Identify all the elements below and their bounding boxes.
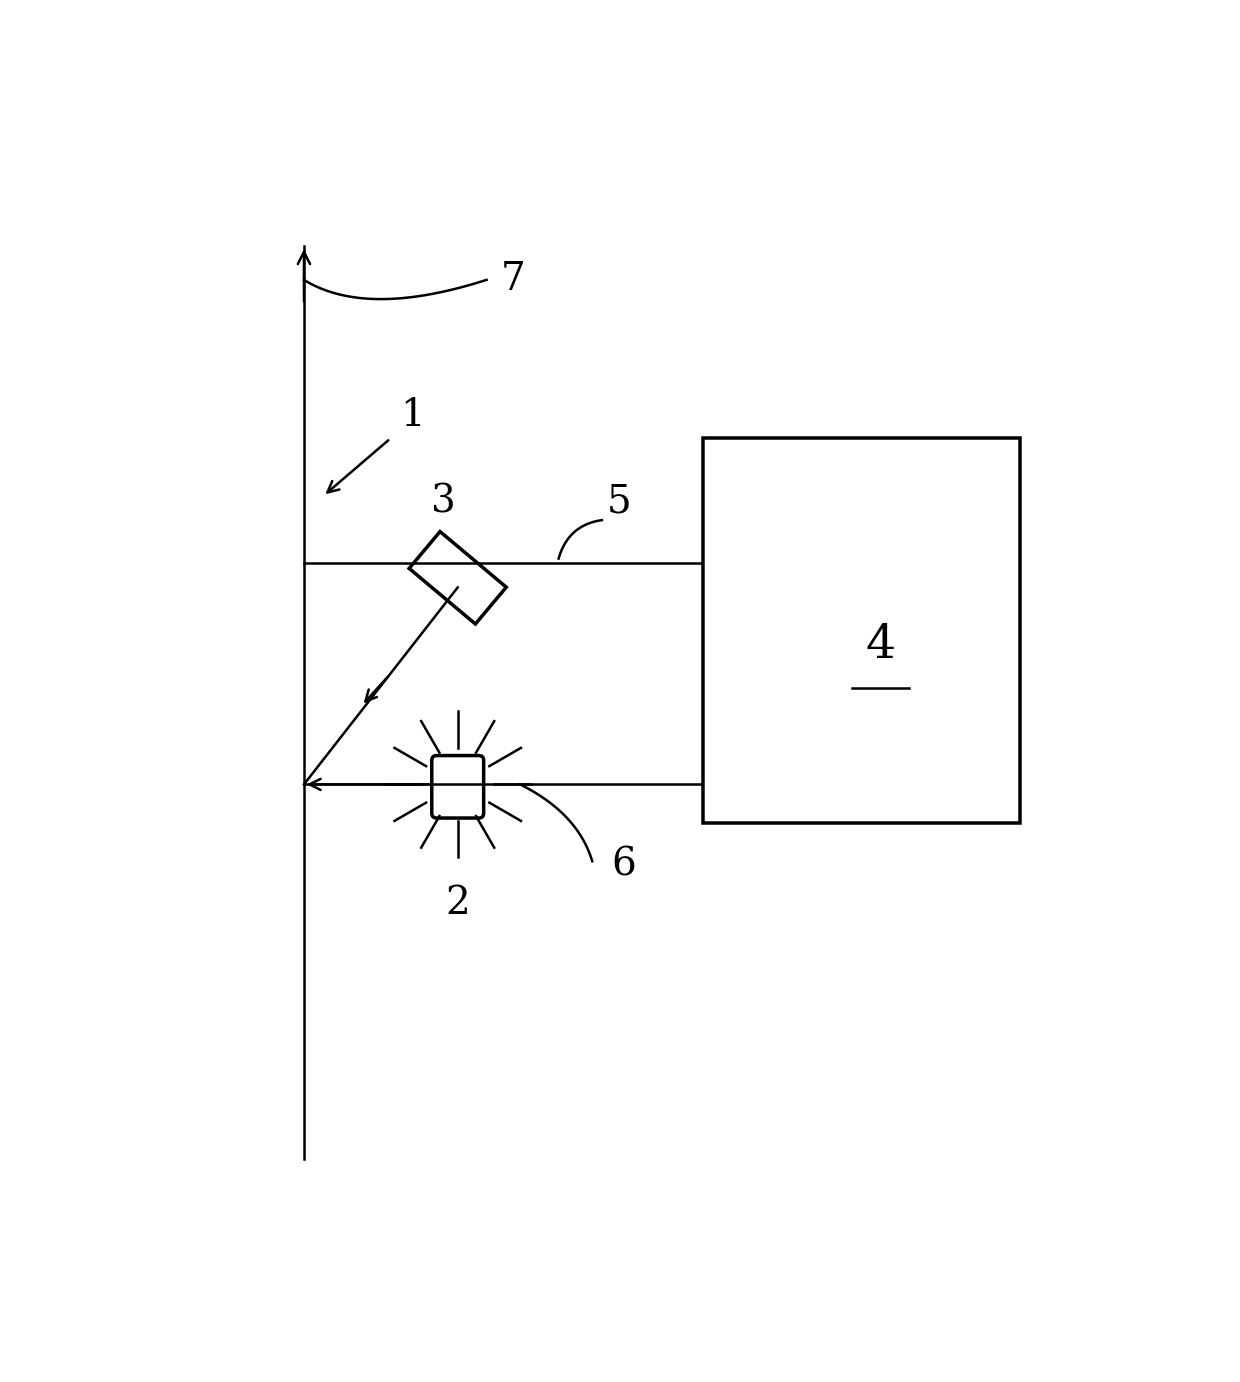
Text: 6: 6	[611, 847, 636, 884]
Text: 3: 3	[432, 484, 455, 520]
Text: 5: 5	[606, 484, 631, 520]
Text: 2: 2	[445, 886, 470, 922]
Bar	[703, 438, 1019, 822]
Text: 4: 4	[866, 622, 895, 668]
Text: 7: 7	[501, 261, 526, 299]
Text: 1: 1	[401, 397, 424, 434]
